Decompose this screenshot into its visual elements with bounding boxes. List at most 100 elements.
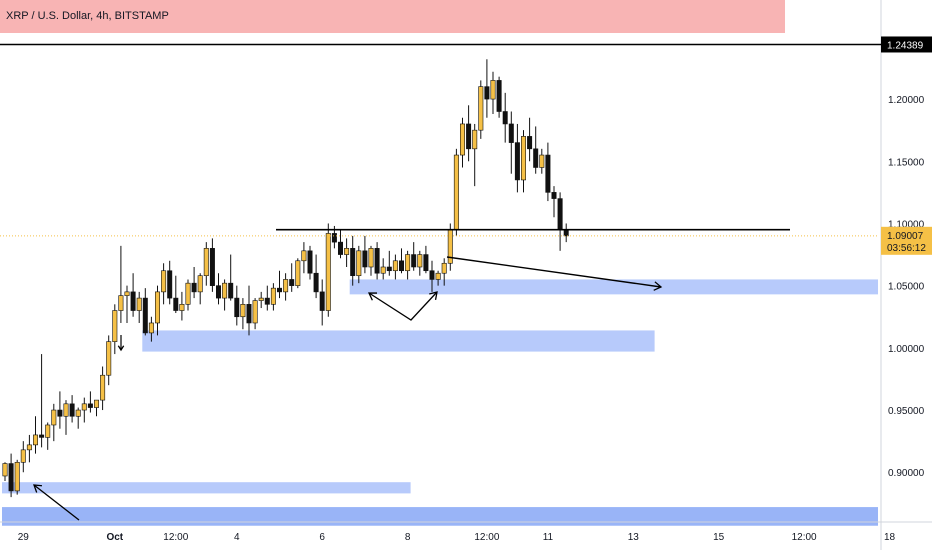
candle — [405, 250, 411, 280]
candle — [94, 399, 100, 417]
candle — [57, 391, 63, 429]
candle-body — [563, 229, 569, 237]
candle-body — [453, 154, 459, 230]
candle-body — [161, 270, 167, 293]
candle-body — [222, 282, 228, 299]
candle — [551, 186, 557, 218]
y-axis-ticks: 1.20000 1.15000 1.10000 1.05000 1.00000 0.950… — [888, 95, 925, 479]
candle-body — [289, 279, 295, 286]
candle — [32, 416, 38, 454]
candle-body — [398, 260, 404, 272]
last-price-label: 1.09007 — [887, 231, 924, 242]
candle-body — [258, 297, 264, 301]
candle — [490, 71, 496, 114]
candle-body — [533, 148, 539, 168]
x-tick-label: 12:00 — [163, 532, 188, 543]
candle-body — [87, 403, 93, 408]
candle-body — [94, 399, 100, 408]
candle-body — [301, 250, 307, 262]
candle — [130, 273, 136, 317]
candle-body — [69, 403, 75, 417]
candle-body — [283, 279, 289, 293]
candle-body — [228, 282, 234, 299]
level-price-tag — [881, 36, 932, 53]
candle-body — [472, 129, 478, 150]
candle — [26, 434, 32, 463]
y-tick-label: 0.90000 — [888, 468, 925, 479]
candle-body — [252, 300, 258, 324]
candle — [435, 270, 441, 286]
candle — [173, 275, 179, 314]
candle-body — [411, 254, 417, 268]
x-tick-label: 6 — [319, 532, 325, 543]
candle-body — [466, 123, 472, 150]
candle — [197, 273, 203, 305]
candle-body — [2, 463, 8, 477]
candle — [136, 291, 142, 323]
candle — [539, 148, 545, 174]
y-tick-label: 1.15000 — [888, 157, 925, 168]
candle — [459, 117, 465, 168]
candle-body — [234, 297, 240, 318]
candle-body — [380, 266, 386, 274]
x-tick-label: 8 — [405, 532, 411, 543]
candle-body — [295, 260, 301, 286]
candle — [246, 285, 252, 336]
candle-body — [179, 304, 185, 311]
candle-body — [405, 254, 411, 272]
candle-body — [520, 136, 526, 181]
x-tick-label: 4 — [234, 532, 240, 543]
candle-body — [57, 409, 63, 417]
candle-body — [106, 341, 112, 376]
candle-body — [392, 260, 398, 272]
candle-body — [75, 409, 81, 417]
candle — [20, 441, 26, 473]
candle — [39, 354, 45, 448]
candle — [545, 142, 551, 202]
candle — [350, 235, 356, 286]
level-price-label: 1.24389 — [887, 40, 924, 51]
candle — [258, 291, 264, 309]
zigzag-arrow — [368, 291, 438, 321]
candle — [289, 263, 295, 292]
candle-body — [557, 198, 563, 230]
x-tick-label: 13 — [628, 532, 640, 543]
candle — [368, 245, 374, 276]
candle — [51, 403, 57, 442]
candle — [155, 285, 161, 336]
candle-body — [545, 154, 551, 193]
candle-body — [435, 272, 441, 280]
candle — [161, 263, 167, 305]
candle-body — [155, 291, 161, 324]
candle-body — [173, 297, 179, 311]
candle — [337, 229, 343, 259]
candle — [14, 459, 20, 495]
candle-body — [118, 295, 124, 311]
candle — [319, 279, 325, 326]
candle — [81, 397, 87, 423]
candle-body — [276, 287, 282, 293]
candle — [124, 285, 130, 323]
candle-body — [32, 434, 38, 446]
candle-body — [527, 136, 533, 150]
alert-banner — [0, 0, 785, 33]
candle-body — [45, 424, 51, 438]
candle — [411, 242, 417, 271]
candle-body — [26, 444, 32, 451]
candle — [216, 273, 222, 305]
candle-body — [350, 248, 356, 277]
candle — [8, 453, 14, 498]
zigzag-arrow-head-right — [429, 291, 438, 300]
candle — [514, 123, 520, 193]
candle — [283, 273, 289, 301]
candle — [484, 59, 490, 118]
candle — [276, 270, 282, 299]
candle — [295, 258, 301, 289]
candle — [453, 148, 459, 236]
candle-body — [325, 233, 331, 311]
candle-body — [490, 80, 496, 100]
diagonal-arrow — [33, 484, 80, 521]
candle-body — [8, 463, 14, 492]
candle-body — [539, 154, 545, 168]
